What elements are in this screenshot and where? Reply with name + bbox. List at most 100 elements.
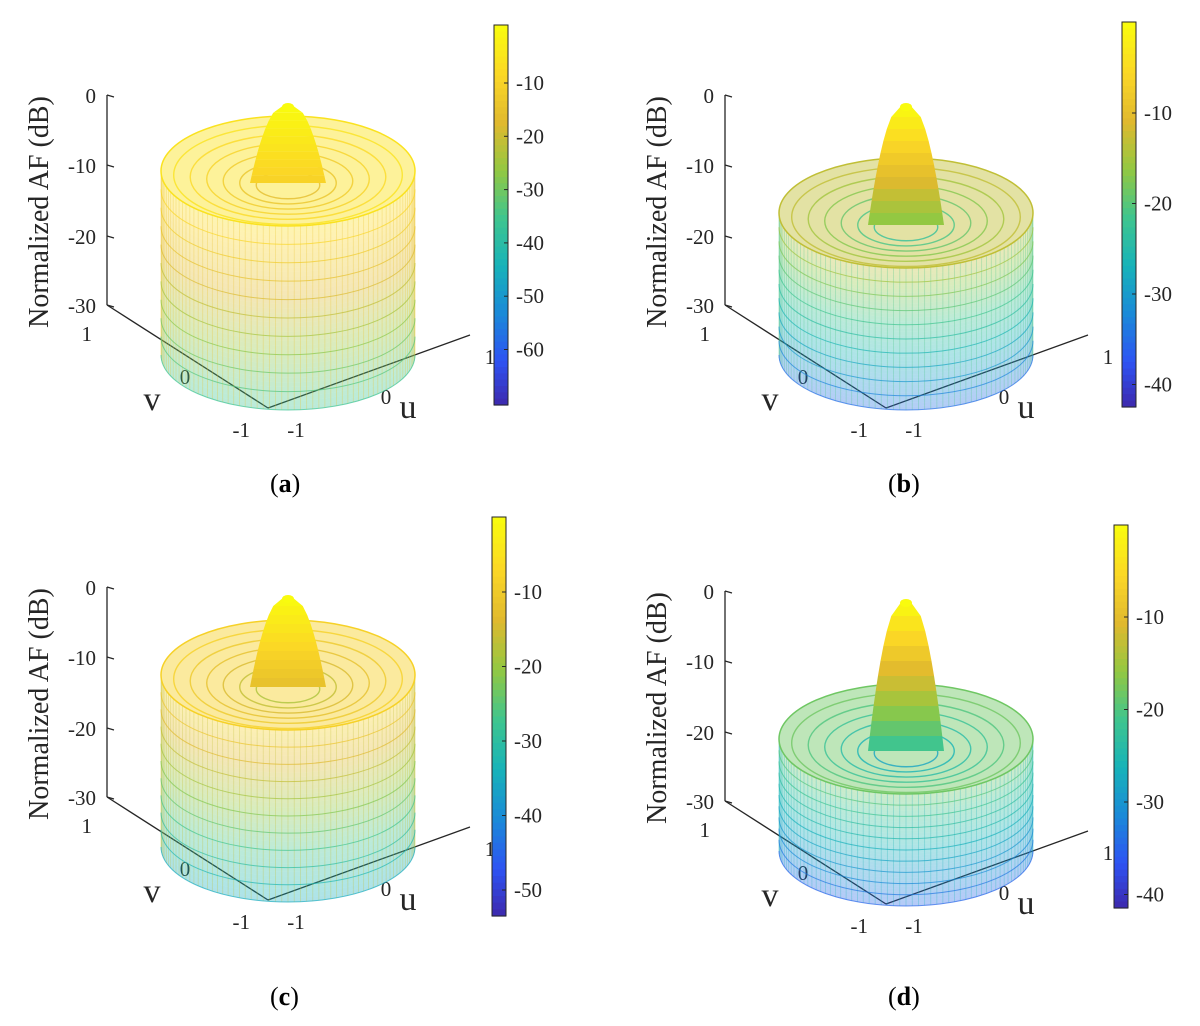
colorbar-segment [494, 341, 508, 349]
surface-wall-ring [160, 189, 416, 245]
surface-wall-ring [778, 298, 1034, 354]
colorbar-segment [1114, 793, 1128, 801]
colorbar-tick-label: -20 [1136, 698, 1164, 722]
colorbar-segment [494, 259, 508, 267]
v-tick-label: 0 [798, 365, 809, 389]
colorbar-segment [494, 215, 508, 222]
colorbar-segment [494, 291, 508, 298]
colorbar-segment [494, 113, 508, 121]
surface-wall-ring [160, 318, 416, 374]
colorbar-tick-label: -30 [516, 178, 544, 202]
z-tick-mark [106, 727, 115, 731]
main-lobe-band [268, 606, 308, 615]
surface-wall-ring [778, 326, 1034, 383]
u-tick-label: 0 [381, 385, 392, 409]
caption-close: ) [292, 469, 301, 498]
colorbar-segment [494, 126, 508, 134]
colorbar-segment [1114, 882, 1128, 890]
colorbar-segment [1122, 176, 1136, 184]
colorbar-segment [1114, 812, 1128, 820]
colorbar-segment [494, 297, 508, 305]
colorbar-segment [1122, 47, 1136, 55]
colorbar-segment [1114, 856, 1128, 864]
colorbar-segment [1114, 544, 1128, 552]
caption-close: ) [290, 982, 299, 1011]
colorbar-segment [1114, 831, 1128, 839]
z-tick-mark [106, 586, 115, 590]
colorbar-segment [492, 563, 506, 571]
colorbar-segment [494, 170, 508, 178]
colorbar-segment [1122, 60, 1136, 68]
z-tick-label: -10 [686, 650, 714, 674]
colorbar-segment [492, 836, 506, 844]
colorbar-tick-label: -30 [514, 729, 542, 753]
colorbar-segment [1122, 259, 1136, 267]
u-axis-label: u [400, 389, 417, 426]
surface-wall-ring [160, 244, 416, 301]
surface-wall-ring [160, 709, 416, 765]
colorbar-segment [1114, 646, 1128, 654]
colorbar-tick-label: -40 [1136, 883, 1164, 907]
colorbar-segment [492, 663, 506, 671]
colorbar-segment [492, 736, 506, 744]
colorbar-segment [494, 322, 508, 330]
surface-wall-ring [160, 743, 416, 800]
colorbar-segment [494, 240, 508, 248]
colorbar-segment [1122, 310, 1136, 318]
colorbar-segment [1122, 66, 1136, 74]
main-lobe-band [262, 128, 314, 137]
colorbar-segment [1122, 79, 1136, 87]
colorbar-segment [492, 896, 506, 904]
z-tick-label: -10 [68, 154, 96, 178]
colorbar-tick-label: -40 [514, 804, 542, 828]
colorbar-segment [1122, 54, 1136, 62]
colorbar-segment [492, 763, 506, 771]
z-tick-label: -20 [686, 225, 714, 249]
colorbar-segment [492, 583, 506, 591]
surface-wall-ring [778, 828, 1034, 885]
colorbar-segment [1122, 188, 1136, 196]
colorbar-frame [1121, 21, 1137, 408]
colorbar-segment [1122, 73, 1136, 81]
z-tick-mark [106, 235, 115, 239]
colorbar-segment [494, 272, 508, 279]
colorbar-segment [1122, 387, 1136, 395]
colorbar-segment [1122, 214, 1136, 222]
colorbar-tick-label: -50 [514, 878, 542, 902]
colorbar-segment [1114, 761, 1128, 769]
colorbar-segment [494, 246, 508, 254]
colorbar-segment [1122, 278, 1136, 286]
colorbar-segment [492, 556, 506, 565]
colorbar-segment [492, 749, 506, 757]
colorbar-segment [492, 756, 506, 764]
colorbar-tick-label: -30 [1136, 790, 1164, 814]
colorbar-segment [1122, 131, 1136, 139]
colorbar-segment [1114, 825, 1128, 832]
colorbar-segment [492, 882, 506, 890]
surface-wall-ring [160, 299, 416, 356]
colorbar-segment [1114, 582, 1128, 590]
surface-wall-ring [160, 812, 416, 869]
panel-caption: (a) [270, 469, 300, 498]
colorbar-segment [494, 373, 508, 381]
surface-mesh [160, 595, 416, 903]
surface-wall-ring [160, 207, 416, 264]
colorbar-tick-label: -50 [516, 284, 544, 308]
colorbar-tick-label: -10 [1144, 101, 1172, 125]
colorbar-segment [1114, 537, 1128, 545]
z-tick-mark [724, 94, 733, 98]
v-tick-label: -1 [233, 418, 251, 442]
colorbar-segment [1122, 368, 1136, 376]
z-tick-label: 0 [86, 576, 97, 600]
v-axis-line [724, 304, 887, 409]
colorbar-segment [1114, 850, 1128, 858]
colorbar-segment [494, 360, 508, 368]
colorbar-segment [494, 82, 508, 89]
surface-wall-ring [160, 795, 416, 851]
u-axis-line [267, 334, 471, 409]
colorbar-segment [492, 643, 506, 651]
colorbar-tick-label: -40 [1144, 373, 1172, 397]
main-lobe-band [873, 177, 939, 189]
colorbar-segment [1122, 150, 1136, 158]
colorbar-segment [494, 278, 508, 286]
